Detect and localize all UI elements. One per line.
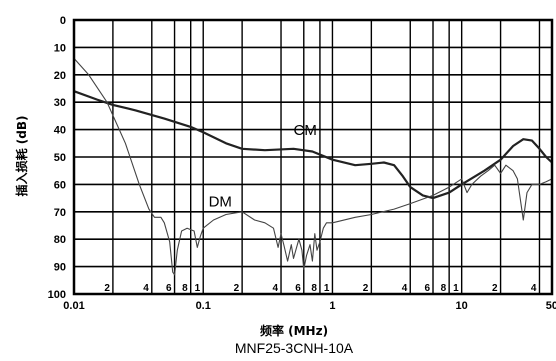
x-major-tick-label: 0.1 <box>196 300 211 312</box>
series-line-dm <box>73 58 553 276</box>
series-label-dm: DM <box>209 193 232 210</box>
x-minor-tick-label: 4 <box>143 283 149 294</box>
x-minor-tick-label: 1 <box>453 283 459 294</box>
y-tick-label: 30 <box>54 97 66 109</box>
y-tick-label: 10 <box>54 42 66 54</box>
x-minor-tick-label: 4 <box>272 283 278 294</box>
x-major-tick-label: 10 <box>456 300 468 312</box>
x-minor-tick-label: 1 <box>195 283 201 294</box>
x-minor-tick-label: 1 <box>324 283 330 294</box>
series-layer <box>73 58 553 276</box>
x-minor-tick-label: 8 <box>441 283 447 294</box>
x-minor-tick-label: 6 <box>166 283 172 294</box>
x-minor-tick-label: 4 <box>531 283 537 294</box>
x-major-tick-label: 50 <box>546 300 556 312</box>
y-tick-label: 90 <box>54 262 66 274</box>
y-tick-label: 0 <box>60 15 66 27</box>
x-minor-tick-label: 2 <box>492 283 498 294</box>
series-labels: CM DM <box>209 122 317 210</box>
y-tick-labels: 0 10 20 30 40 50 60 70 80 90 100 <box>48 15 66 301</box>
x-axis-label: 频率 (MHz) <box>260 323 328 338</box>
y-tick-label: 40 <box>54 125 66 137</box>
y-tick-label: 60 <box>54 179 66 191</box>
y-tick-label: 100 <box>48 289 66 301</box>
x-minor-tick-label: 2 <box>234 283 240 294</box>
x-major-tick-labels: 0.01 0.1 1 10 50 <box>63 300 556 312</box>
plot-frame <box>72 18 554 296</box>
y-tick-label: 50 <box>54 152 66 164</box>
x-minor-tick-label: 8 <box>311 283 317 294</box>
y-tick-label: 80 <box>54 234 66 246</box>
series-label-cm: CM <box>294 122 317 139</box>
x-minor-tick-label: 6 <box>295 283 301 294</box>
x-minor-tick-label: 6 <box>424 283 430 294</box>
y-axis-label: 插入损耗 (dB) <box>14 116 29 197</box>
x-major-tick-label: 0.01 <box>63 300 84 312</box>
chart-caption: MNF25-3CNH-10A <box>235 340 354 356</box>
x-minor-tick-label: 2 <box>104 283 110 294</box>
x-minor-tick-label: 4 <box>402 283 408 294</box>
x-minor-tick-label: 2 <box>363 283 369 294</box>
x-minor-tick-label: 8 <box>182 283 188 294</box>
y-tick-label: 20 <box>54 70 66 82</box>
series-line-cm <box>73 90 553 200</box>
x-major-tick-label: 1 <box>329 300 335 312</box>
y-tick-label: 70 <box>54 207 66 219</box>
